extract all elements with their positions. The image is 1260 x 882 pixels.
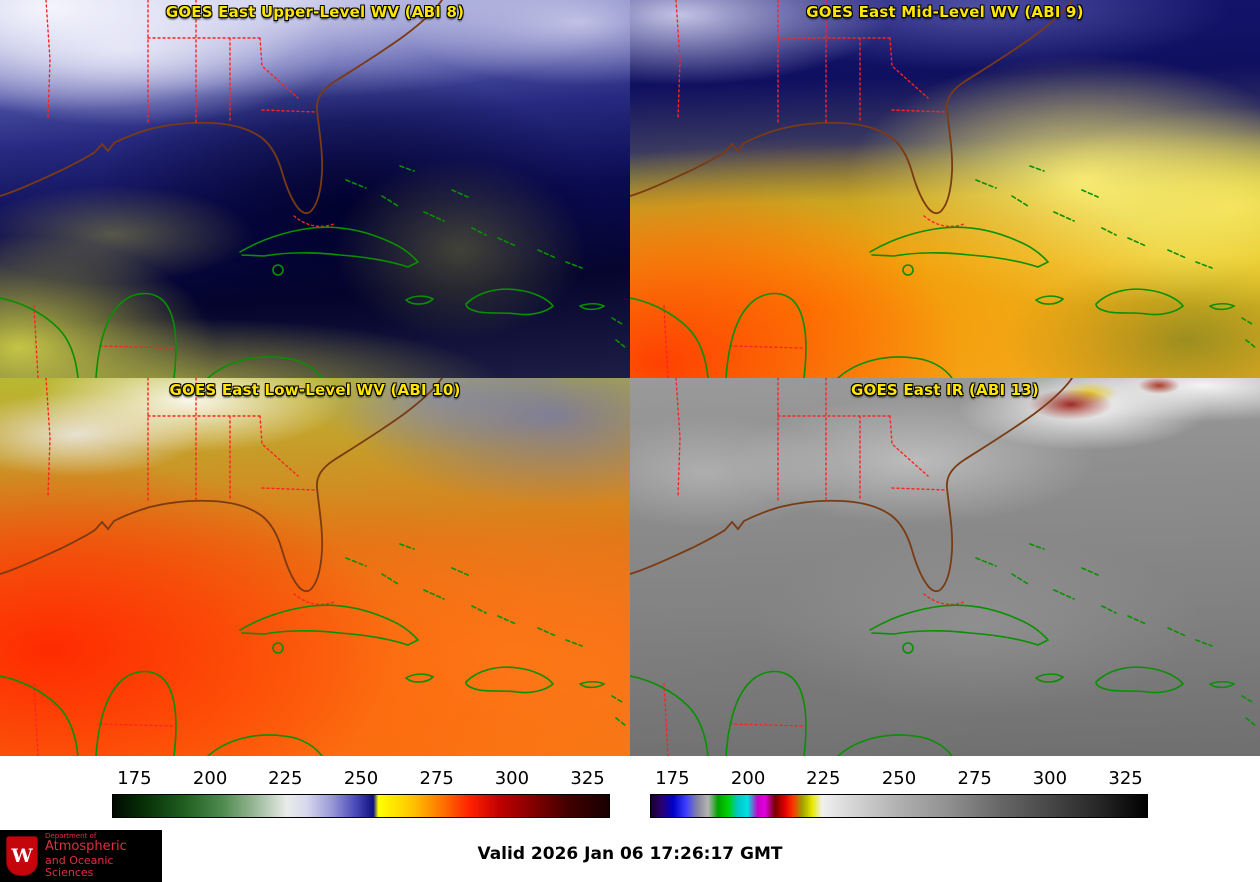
panel-upper-level-wv: GOES East Upper-Level WV (ABI 8) <box>0 0 630 378</box>
satellite-quadrant-grid: GOES East Upper-Level WV (ABI 8) GOES Ea… <box>0 0 1260 756</box>
tick-label: 225 <box>806 768 841 789</box>
panel-title-abi8: GOES East Upper-Level WV (ABI 8) <box>165 3 465 21</box>
tick-label: 300 <box>494 768 530 789</box>
panel-title-abi10: GOES East Low-Level WV (ABI 10) <box>169 381 461 399</box>
panel-low-level-wv: GOES East Low-Level WV (ABI 10) <box>0 378 630 756</box>
tick-label: 250 <box>343 768 379 789</box>
colorbar-legend: 175 200 225 250 275 300 325 175 200 225 … <box>0 756 1260 830</box>
logo-department-line: Department of <box>45 831 97 840</box>
map-overlay <box>0 0 627 378</box>
tick-label: 175 <box>117 768 152 789</box>
ir-colorbar-block: 175 200 225 250 275 300 325 <box>650 766 1148 830</box>
logo-name-line2: and Oceanic Sciences <box>45 853 114 880</box>
tick-label: 275 <box>957 768 992 789</box>
tick-label: 200 <box>192 768 228 789</box>
tick-label: 325 <box>570 768 605 789</box>
tick-label: 175 <box>655 768 690 789</box>
tick-label: 250 <box>881 768 917 789</box>
wv-colorbar <box>112 794 610 818</box>
wv-colorbar-block: 175 200 225 250 275 300 325 <box>112 766 610 830</box>
ir-tick-row: 175 200 225 250 275 300 325 <box>650 766 1148 794</box>
tick-label: 225 <box>268 768 303 789</box>
uw-crest-icon: W <box>6 836 38 876</box>
panel-title-abi9: GOES East Mid-Level WV (ABI 9) <box>806 3 1084 21</box>
valid-time-text: Valid 2026 Jan 06 17:26:17 GMT <box>477 844 783 864</box>
tick-label: 325 <box>1108 768 1143 789</box>
aos-logo-text: Department of Atmospheric and Oceanic Sc… <box>45 831 162 880</box>
panel-title-abi13: GOES East IR (ABI 13) <box>850 381 1039 399</box>
logo-name-line1: Atmospheric <box>45 839 127 855</box>
ir-colorbar <box>650 794 1148 818</box>
footer: W Department of Atmospheric and Oceanic … <box>0 830 1260 882</box>
panel-mid-level-wv: GOES East Mid-Level WV (ABI 9) <box>630 0 1260 378</box>
aos-logo: W Department of Atmospheric and Oceanic … <box>0 830 162 882</box>
panel-ir: GOES East IR (ABI 13) <box>630 378 1260 756</box>
tick-label: 275 <box>419 768 454 789</box>
map-overlay <box>630 0 1257 378</box>
map-overlay <box>0 378 627 756</box>
wv-tick-row: 175 200 225 250 275 300 325 <box>112 766 610 794</box>
map-overlay <box>630 378 1257 756</box>
tick-label: 300 <box>1032 768 1068 789</box>
tick-label: 200 <box>730 768 766 789</box>
